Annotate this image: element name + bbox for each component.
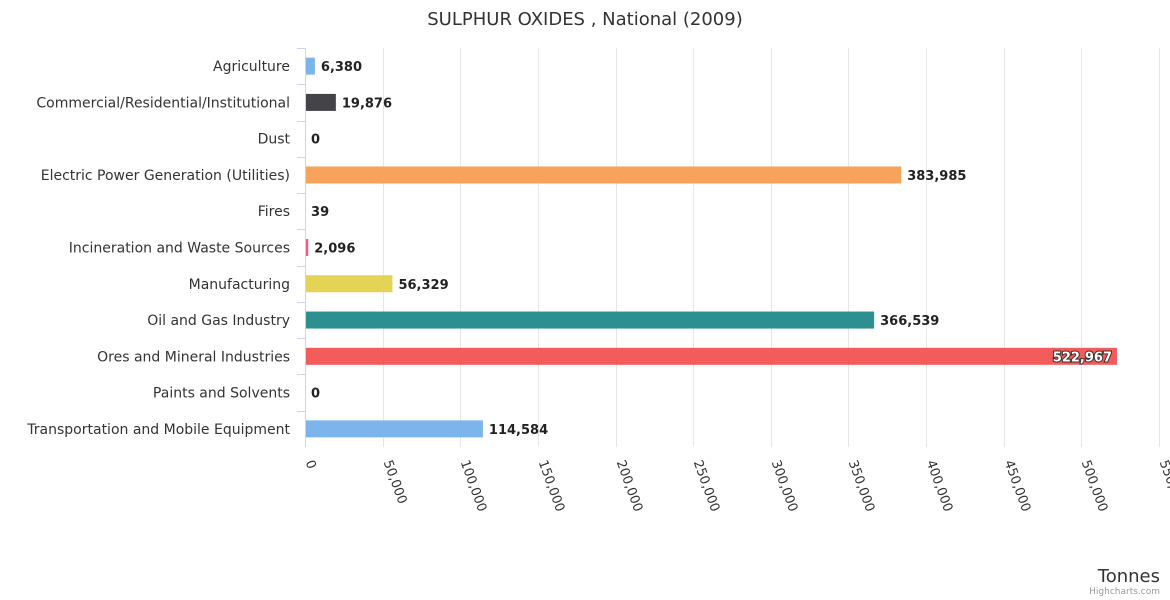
bar-7[interactable] — [305, 311, 875, 329]
category-axis-labels: Agriculture Commercial/Residential/Instit… — [26, 48, 305, 438]
tick-label-9: 450,000 — [1001, 458, 1033, 514]
tick-label-8: 400,000 — [923, 458, 955, 514]
data-label-2: 0 — [311, 133, 320, 148]
value-axis-tick-labels: 0 50,000 100,000 150,000 200,000 250,000 300,0… — [302, 458, 1170, 514]
data-labels: 6,380 19,876 0 383,985 39 2,096 56,329 366,539 5… — [311, 60, 1113, 438]
tick-label-6: 300,000 — [768, 458, 800, 514]
bar-5[interactable] — [305, 239, 309, 256]
data-label-3: 383,985 — [907, 169, 966, 184]
gridlines — [305, 48, 1160, 447]
category-label-2: Dust — [258, 132, 291, 148]
category-label-8: Ores and Mineral Industries — [97, 349, 290, 365]
data-label-5: 2,096 — [314, 242, 355, 257]
bar-8[interactable] — [305, 347, 1118, 365]
tick-label-5: 250,000 — [690, 458, 722, 514]
value-axis-title: Tonnes — [1097, 566, 1160, 587]
data-label-0: 6,380 — [321, 60, 362, 75]
data-label-9: 0 — [311, 387, 320, 402]
data-label-1: 19,876 — [342, 96, 392, 111]
tick-label-2: 100,000 — [457, 458, 489, 514]
category-label-6: Manufacturing — [189, 277, 290, 293]
category-label-4: Fires — [258, 204, 290, 220]
bar-series — [305, 57, 1118, 438]
data-label-10: 114,584 — [489, 423, 548, 438]
data-label-8: 522,967 — [1053, 350, 1112, 365]
tick-label-3: 150,000 — [535, 458, 567, 514]
tick-label-7: 350,000 — [845, 458, 877, 514]
data-label-6: 56,329 — [398, 278, 448, 293]
tick-label-4: 200,000 — [613, 458, 645, 514]
bar-1[interactable] — [305, 93, 336, 111]
tick-label-10: 500,000 — [1078, 458, 1110, 514]
chart-credits[interactable]: Highcharts.com — [1089, 587, 1160, 597]
category-label-10: Transportation and Mobile Equipment — [26, 422, 290, 438]
data-label-4: 39 — [311, 205, 329, 220]
category-label-9: Paints and Solvents — [153, 386, 290, 402]
data-label-7: 366,539 — [880, 314, 939, 329]
category-label-1: Commercial/Residential/Institutional — [36, 95, 290, 111]
bar-0[interactable] — [305, 57, 315, 75]
category-label-5: Incineration and Waste Sources — [69, 241, 290, 257]
category-label-3: Electric Power Generation (Utilities) — [41, 168, 290, 184]
tick-label-1: 50,000 — [380, 458, 410, 506]
bar-6[interactable] — [305, 275, 393, 293]
category-label-7: Oil and Gas Industry — [147, 313, 290, 329]
tick-label-0: 0 — [302, 458, 319, 471]
category-label-0: Agriculture — [213, 59, 290, 75]
chart-title: SULPHUR OXIDES , National (2009) — [427, 9, 742, 30]
tick-label-11: 550,000 — [1156, 458, 1170, 514]
bar-10[interactable] — [305, 420, 483, 438]
bar-3[interactable] — [305, 166, 902, 184]
